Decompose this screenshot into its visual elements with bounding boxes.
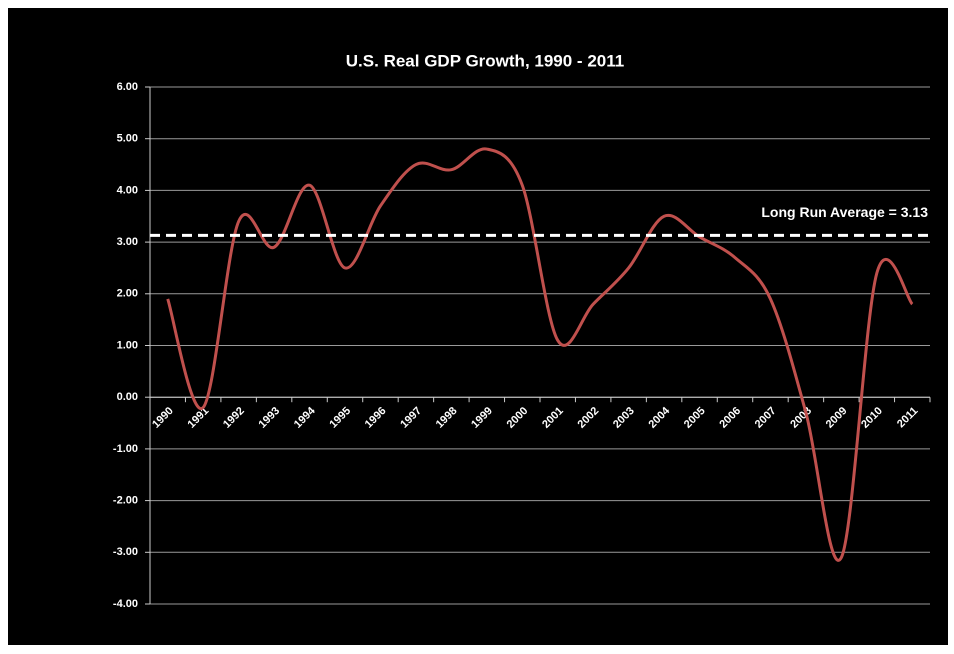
average-label: Long Run Average = 3.13 (761, 204, 928, 220)
y-tick-label: 4.00 (117, 184, 138, 196)
y-tick-label: 5.00 (117, 133, 138, 145)
y-tick-label: 6.00 (117, 81, 138, 93)
y-tick-label: 1.00 (117, 339, 138, 351)
data-line (166, 147, 914, 562)
chart-background (8, 8, 948, 645)
chart-title: U.S. Real GDP Growth, 1990 - 2011 (346, 51, 624, 70)
y-tick-label: 2.00 (117, 288, 138, 300)
y-tick-label: -1.00 (113, 443, 138, 455)
y-tick-label: -4.00 (113, 598, 138, 610)
y-tick-label: -2.00 (113, 495, 138, 507)
y-tick-label: -3.00 (113, 546, 138, 558)
y-tick-label: 0.00 (117, 391, 138, 403)
y-tick-label: 3.00 (117, 236, 138, 248)
